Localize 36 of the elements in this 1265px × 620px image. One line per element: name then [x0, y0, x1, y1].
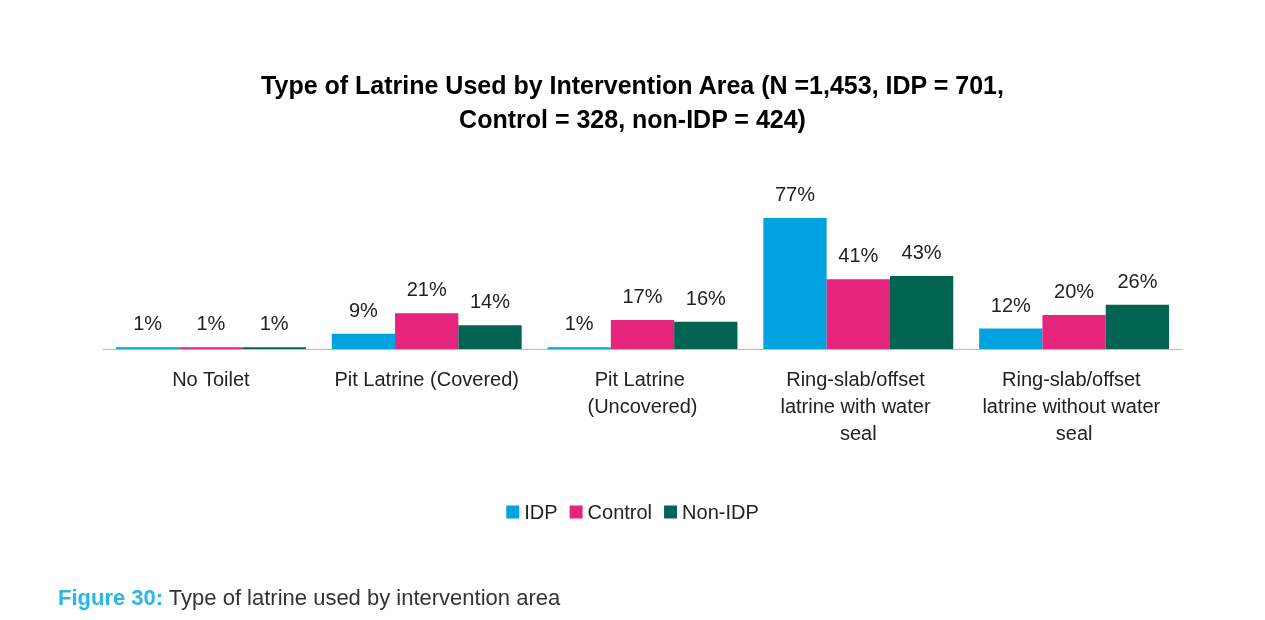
data-label: 26% — [1117, 269, 1158, 292]
bar — [1042, 315, 1106, 349]
bar — [1105, 304, 1170, 349]
chart-title: Type of Latrine Used by Intervention Area (N =1,453, IDP = 701, Control = 328, non-IDP = 424) — [261, 71, 1004, 133]
data-label: 1% — [564, 312, 594, 335]
data-label: 43% — [901, 240, 942, 263]
data-label: 1% — [133, 312, 163, 335]
bar — [889, 275, 954, 349]
legend-label: IDP — [524, 501, 558, 523]
data-label: 17% — [622, 285, 663, 308]
caption: Figure 30: Type of latrine used by intervention area — [58, 584, 561, 610]
legend-label: Control — [587, 501, 653, 523]
bar — [763, 218, 827, 349]
bar — [979, 328, 1043, 349]
x-tick-label: Pit Latrine (Uncovered) — [587, 367, 698, 417]
data-label: 41% — [838, 244, 879, 267]
bar — [331, 333, 396, 349]
bar — [395, 313, 459, 349]
data-label: 21% — [406, 278, 447, 301]
data-label: 1% — [196, 312, 226, 335]
data-label: 16% — [685, 286, 727, 309]
bar — [674, 321, 738, 349]
data-label: 77% — [774, 183, 816, 206]
bar — [826, 279, 890, 349]
x-tick-label: Ring-slab/offset latrine without water seal — [982, 367, 1166, 444]
legend-label: Non-IDP — [682, 501, 759, 523]
x-tick-label: Pit Latrine (Covered) — [334, 367, 519, 390]
x-tick-label: Ring-slab/offset latrine with water seal — [780, 367, 937, 444]
data-label: 9% — [348, 298, 379, 321]
bar — [458, 325, 522, 349]
data-label: 14% — [469, 290, 511, 313]
data-label: 12% — [990, 293, 1032, 316]
data-label: 1% — [259, 312, 289, 335]
x-tick-label: No Toilet — [172, 367, 251, 390]
bar — [610, 320, 675, 349]
data-label: 20% — [1054, 280, 1095, 302]
